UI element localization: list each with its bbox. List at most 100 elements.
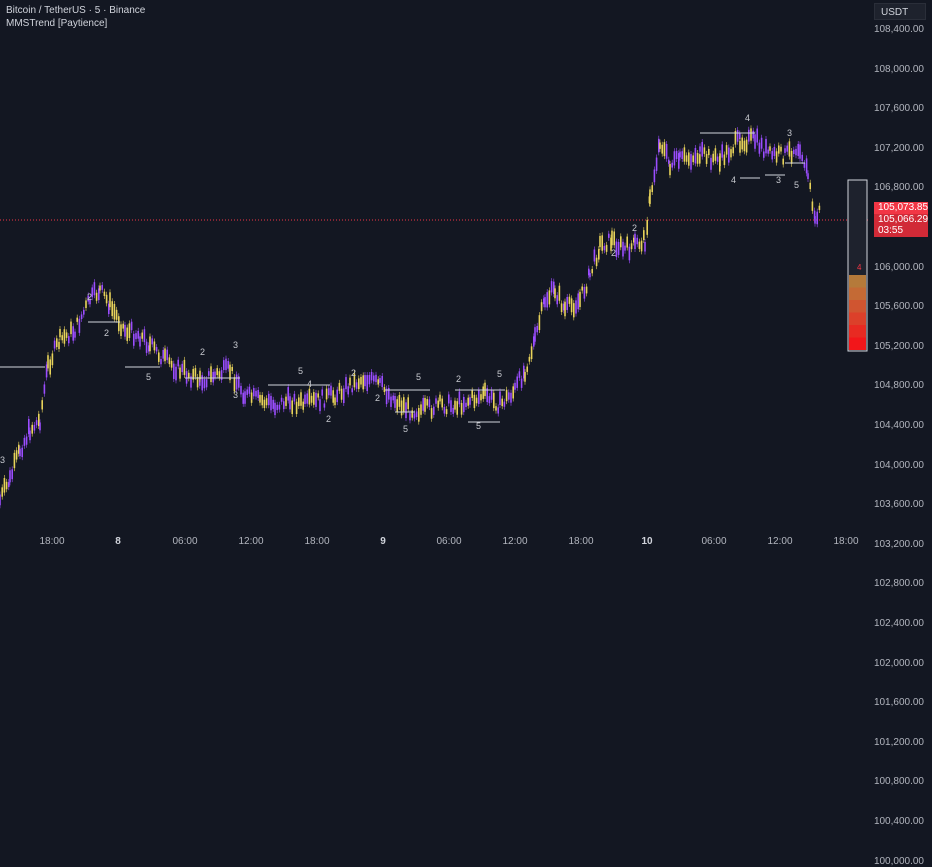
price-tick: 107,600.00: [873, 103, 924, 115]
candle: [313, 392, 315, 405]
candle: [280, 397, 283, 402]
candle: [610, 237, 612, 251]
candle: [758, 142, 761, 154]
count-label: 3: [776, 175, 781, 185]
candle: [653, 169, 656, 183]
price-tick: 101,600.00: [873, 697, 924, 709]
candle: [445, 409, 448, 415]
candle: [274, 402, 276, 416]
candle: [563, 303, 565, 311]
candle: [223, 360, 225, 370]
candle: [298, 397, 300, 407]
candle: [690, 154, 692, 170]
candle: [510, 392, 512, 403]
candle: [248, 386, 251, 394]
candle: [769, 146, 771, 151]
candle: [396, 399, 398, 412]
candle: [540, 302, 543, 312]
candle: [115, 309, 118, 320]
candle: [229, 364, 231, 381]
candle: [499, 391, 501, 405]
candle: [624, 245, 626, 251]
candle: [332, 390, 334, 403]
candle: [263, 399, 266, 409]
candle: [185, 371, 188, 384]
candle: [701, 141, 703, 157]
price-tick: 104,400.00: [873, 420, 924, 431]
candle: [317, 393, 319, 398]
candle: [407, 397, 409, 409]
candle: [19, 448, 21, 457]
candle: [708, 148, 710, 156]
candle: [560, 303, 563, 313]
candle: [797, 143, 799, 156]
candle: [786, 145, 788, 152]
candle: [409, 413, 411, 421]
candle: [538, 315, 541, 331]
candle: [593, 249, 596, 262]
candle: [566, 296, 568, 310]
candle: [678, 153, 680, 169]
candle: [255, 390, 257, 397]
candle: [638, 241, 641, 249]
candle: [13, 452, 16, 469]
candle: [323, 403, 326, 408]
candle: [105, 294, 108, 304]
price-tick: 108,400.00: [873, 24, 924, 35]
candle: [158, 352, 160, 362]
candle: [220, 370, 223, 381]
candle: [458, 391, 461, 405]
candle: [135, 333, 137, 340]
candle: [748, 129, 750, 142]
count-label: 4: [745, 113, 750, 123]
candle: [554, 288, 556, 299]
candle: [240, 385, 242, 395]
candle: [214, 371, 216, 378]
candle: [261, 395, 263, 406]
candle: [5, 481, 8, 490]
candle: [710, 157, 712, 170]
candle: [767, 149, 769, 154]
candle: [358, 378, 360, 390]
candle: [530, 346, 533, 360]
candle: [439, 394, 441, 402]
candle: [570, 298, 573, 313]
candle: [497, 407, 499, 414]
candle: [460, 403, 463, 415]
last-price-badge: 105,073.85: [874, 202, 928, 214]
currency-selector[interactable]: USDT: [874, 3, 926, 20]
time-tick: 18:00: [568, 536, 594, 547]
candle: [0, 494, 1, 506]
price-tick: 104,000.00: [873, 459, 924, 471]
time-axis[interactable]: 18:00 8 06:00 12:00 18:00 9 06:00 12:00 18:00 10 0…: [0, 530, 868, 550]
count-label: 4: [731, 175, 736, 185]
candle: [188, 372, 190, 379]
candle: [585, 286, 588, 294]
candle: [244, 391, 246, 404]
candle: [192, 368, 194, 380]
candle: [56, 338, 58, 348]
price-tick: 106,000.00: [873, 261, 924, 273]
candle: [148, 345, 150, 352]
time-tick: 12:00: [767, 536, 793, 547]
indicator-title[interactable]: MMSTrend [Paytience]: [6, 18, 108, 29]
candle: [1, 487, 3, 497]
candle: [109, 292, 111, 308]
price-axis[interactable]: 108,400.00 108,000.00 107,600.00 107,200.00…: [868, 0, 932, 867]
candle: [741, 137, 743, 150]
candle: [383, 387, 386, 393]
candle: [714, 148, 717, 161]
time-tick: 12:00: [502, 536, 528, 547]
candle: [589, 273, 591, 278]
symbol-title[interactable]: Bitcoin / TetherUS · 5 · Binance: [6, 5, 146, 16]
chart-header: Bitcoin / TetherUS · 5 · Binance MMSTren…: [6, 4, 145, 30]
candle: [345, 377, 347, 390]
candle: [227, 361, 229, 369]
price-tick: 102,800.00: [873, 578, 924, 590]
candle: [617, 242, 620, 255]
candle: [300, 392, 302, 406]
candle: [705, 153, 708, 164]
candle: [603, 245, 606, 251]
price-tick: 105,600.00: [873, 301, 924, 313]
